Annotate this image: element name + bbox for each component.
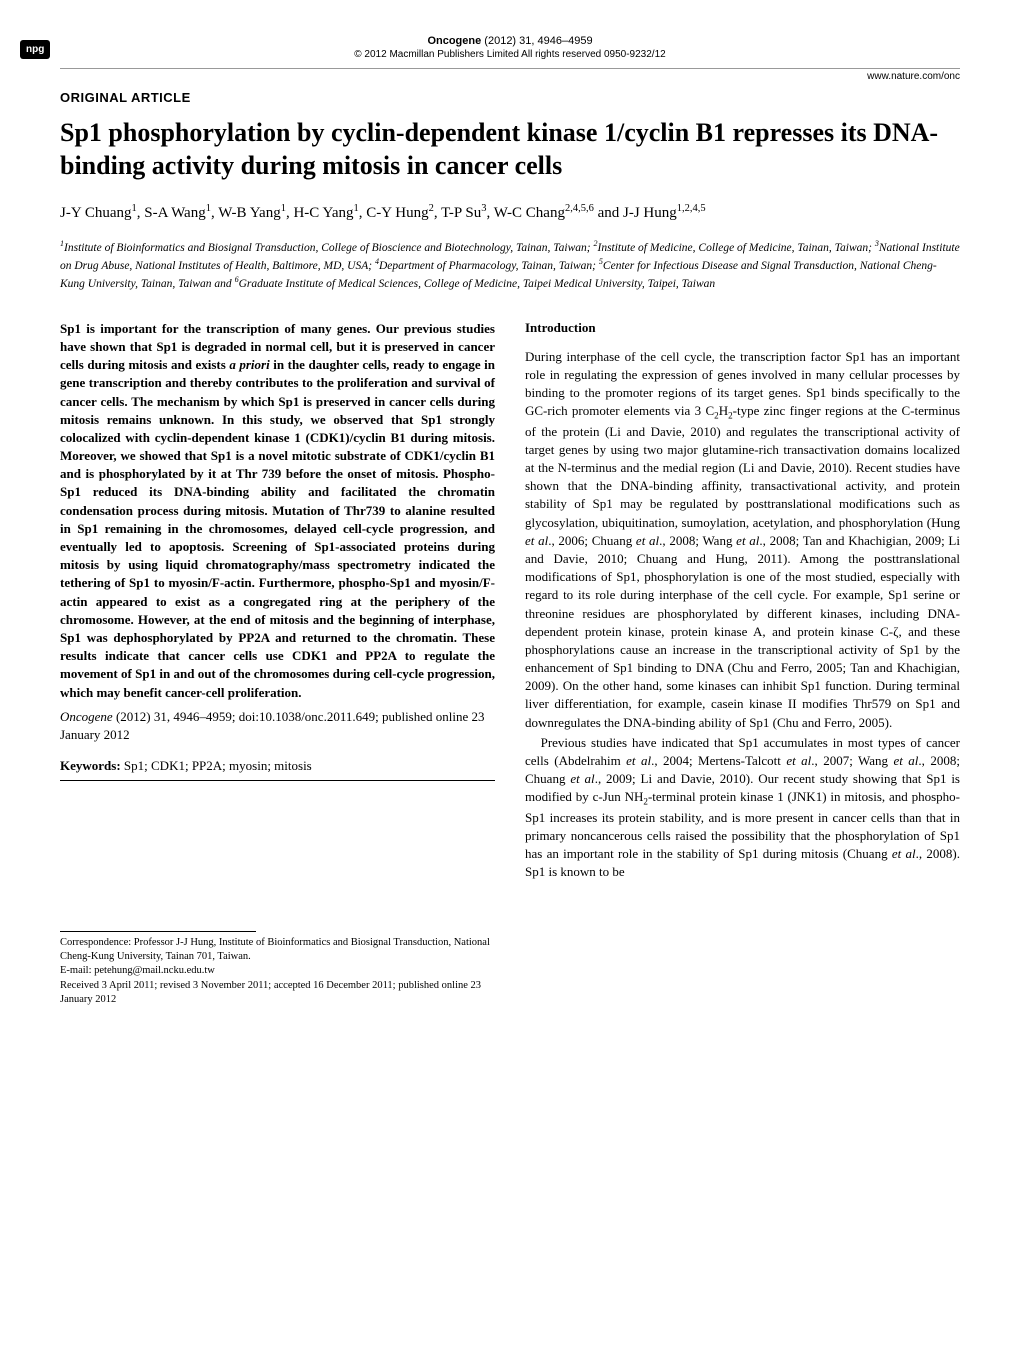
correspondence-email: E-mail: petehung@mail.ncku.edu.tw xyxy=(60,964,495,978)
publisher-badge: npg xyxy=(20,40,50,59)
affiliations: 1Institute of Bioinformatics and Biosign… xyxy=(60,238,960,292)
two-column-layout: Sp1 is important for the transcription o… xyxy=(60,320,960,1007)
keywords-rule xyxy=(60,780,495,781)
copyright-line: © 2012 Macmillan Publishers Limited All … xyxy=(60,49,960,60)
intro-paragraph-1: During interphase of the cell cycle, the… xyxy=(525,348,960,732)
journal-name: Oncogene xyxy=(427,35,481,47)
citation-details: (2012) 31, 4946–4959; doi:10.1038/onc.20… xyxy=(60,709,485,742)
citation: Oncogene (2012) 31, 4946–4959; doi:10.10… xyxy=(60,708,495,744)
correspondence-block: Correspondence: Professor J-J Hung, Inst… xyxy=(60,936,495,1007)
left-column: Sp1 is important for the transcription o… xyxy=(60,320,495,1007)
header-rule xyxy=(60,68,960,69)
keywords-block: Keywords: Sp1; CDK1; PP2A; myosin; mitos… xyxy=(60,758,495,774)
abstract-text: Sp1 is important for the transcription o… xyxy=(60,320,495,702)
keywords-text: Sp1; CDK1; PP2A; myosin; mitosis xyxy=(124,758,312,773)
author-list: J-Y Chuang1, S-A Wang1, W-B Yang1, H-C Y… xyxy=(60,202,960,224)
right-column: Introduction During interphase of the ce… xyxy=(525,320,960,1007)
correspondence-line: Correspondence: Professor J-J Hung, Inst… xyxy=(60,936,495,964)
correspondence-received: Received 3 April 2011; revised 3 Novembe… xyxy=(60,979,495,1007)
keywords-label: Keywords: xyxy=(60,758,121,773)
introduction-heading: Introduction xyxy=(525,320,960,336)
page-container: npg Oncogene (2012) 31, 4946–4959 © 2012… xyxy=(0,0,1020,1047)
citation-journal: Oncogene xyxy=(60,709,113,724)
intro-paragraph-2: Previous studies have indicated that Sp1… xyxy=(525,734,960,882)
journal-line: Oncogene (2012) 31, 4946–4959 xyxy=(60,35,960,47)
correspondence-rule xyxy=(60,931,256,932)
article-title: Sp1 phosphorylation by cyclin-dependent … xyxy=(60,117,960,182)
article-type: ORIGINAL ARTICLE xyxy=(60,90,960,105)
journal-year-vol: (2012) 31, 4946–4959 xyxy=(484,35,592,47)
website-url: www.nature.com/onc xyxy=(60,71,960,82)
journal-header: Oncogene (2012) 31, 4946–4959 © 2012 Mac… xyxy=(60,35,960,60)
